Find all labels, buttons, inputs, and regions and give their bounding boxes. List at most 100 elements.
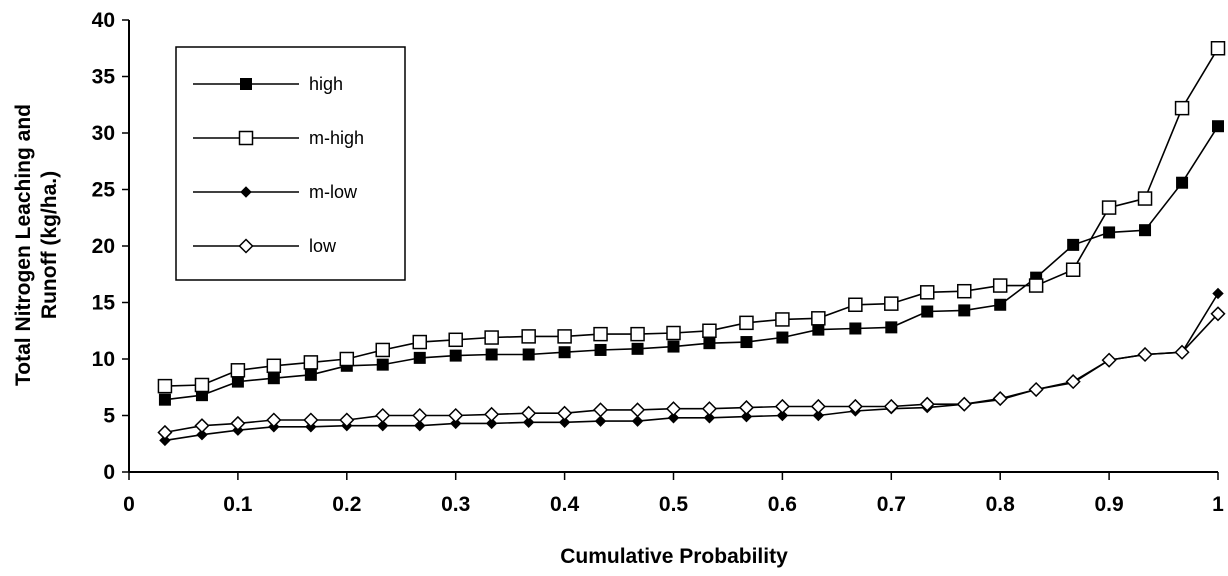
data-point-low [448, 407, 464, 424]
legend-marker [238, 238, 254, 254]
x-tick-label: 0.4 [550, 493, 580, 516]
data-point-m-high [448, 332, 463, 348]
data-point-m-high [666, 325, 681, 341]
series-m-low [159, 287, 1224, 447]
data-point-m-high [848, 297, 863, 313]
x-tick-label: 0.1 [223, 493, 253, 516]
data-point-high [376, 358, 389, 371]
data-point-high [413, 351, 426, 364]
data-point-high [958, 304, 971, 317]
data-point-m-high [957, 283, 972, 299]
data-point-m-high [557, 329, 572, 344]
data-point-m-low [703, 412, 716, 424]
data-point-m-high [1174, 100, 1190, 116]
legend-label: m-low [309, 182, 358, 202]
data-point-low [630, 402, 646, 418]
data-point-low [774, 398, 790, 415]
data-point-high [994, 298, 1007, 311]
data-point-high [631, 342, 644, 355]
x-tick-label: 0.2 [332, 493, 361, 516]
legend-marker [238, 130, 254, 146]
legend-label: m-high [309, 128, 364, 148]
data-point-high [1176, 176, 1189, 189]
data-point-m-high [775, 312, 790, 327]
data-point-high [522, 348, 535, 361]
data-point-high [740, 336, 753, 349]
data-point-m-high [630, 326, 645, 342]
data-point-high [703, 337, 716, 350]
data-point-m-high [919, 285, 935, 300]
data-point-m-low [740, 410, 753, 423]
data-point-m-low [449, 417, 462, 430]
data-point-high [558, 346, 571, 359]
data-point-high [594, 343, 607, 356]
data-point-low [194, 418, 210, 434]
data-point-high [449, 349, 462, 362]
data-point-m-high [1137, 191, 1153, 206]
series-line-m-low [164, 293, 1219, 442]
series-high [158, 120, 1224, 406]
axis-ticks: 0 5 10 15 20 25 30 35 40 0 0.1 0.2 0.3 0.4 0.5 0.6 0.7 0.… [92, 9, 1225, 516]
y-axis-title: Total Nitrogen Leaching and Runoff (kg/h… [12, 104, 61, 386]
y-tick-label: 30 [92, 122, 115, 145]
data-point-m-high [157, 378, 173, 394]
data-point-m-low [631, 415, 644, 427]
data-point-low [883, 398, 899, 415]
x-tick-label: 0.9 [1094, 493, 1123, 516]
data-point-m-low [377, 419, 389, 432]
data-point-high [158, 393, 171, 406]
data-point-m-high [375, 342, 390, 358]
data-point-m-low [196, 429, 208, 441]
data-point-low [1174, 344, 1190, 360]
data-point-m-high [303, 355, 319, 370]
data-point-high [485, 348, 498, 361]
data-point-low [738, 400, 755, 416]
data-point-m-high [811, 311, 826, 326]
data-point-low [303, 412, 319, 428]
y-tick-label: 10 [92, 348, 115, 371]
data-point-m-high [992, 278, 1008, 293]
data-point-low [847, 398, 863, 415]
data-point-high [267, 372, 280, 385]
legend-box [175, 46, 406, 281]
data-point-m-high [739, 315, 754, 331]
series-layer [157, 41, 1226, 447]
data-point-high [812, 323, 825, 336]
data-point-low [266, 412, 282, 428]
data-point-high [849, 322, 862, 335]
data-point-m-high [194, 377, 210, 393]
legend-item-low: low [193, 236, 337, 256]
legend-item-high: high [193, 74, 343, 94]
data-point-m-low [485, 417, 498, 430]
data-point-low [412, 407, 428, 424]
data-point-low [157, 424, 173, 441]
data-point-m-low [159, 434, 171, 447]
data-point-m-low [594, 415, 607, 427]
data-point-m-low [558, 416, 571, 428]
y-tick-label: 0 [103, 461, 115, 484]
x-tick-label: 1 [1212, 493, 1224, 516]
y-tick-label: 15 [92, 292, 116, 315]
data-point-m-high [266, 358, 282, 374]
y-tick-label: 25 [92, 179, 116, 202]
data-point-high [1139, 224, 1152, 237]
legend: high m-high m-low low [175, 46, 406, 281]
data-point-m-low [776, 409, 789, 422]
data-point-m-high [230, 363, 246, 378]
data-point-m-high [1210, 41, 1226, 56]
data-point-low [1137, 346, 1153, 363]
data-point-low [1101, 352, 1117, 368]
data-point-low [521, 405, 537, 421]
x-tick-label: 0 [123, 493, 135, 516]
data-point-m-high [702, 323, 717, 338]
data-point-m-high [1101, 200, 1117, 215]
x-axis-title: Cumulative Probability [560, 545, 788, 568]
data-point-low [1065, 374, 1081, 390]
x-tick-label: 0.8 [986, 493, 1016, 516]
legend-label: low [309, 236, 337, 256]
data-point-m-low [522, 416, 535, 428]
data-point-m-high [593, 326, 608, 342]
legend-item-m-low: m-low [193, 182, 358, 202]
data-point-high [1103, 226, 1116, 239]
y-axis-title-line-2: Runoff (kg/ha.) [38, 171, 61, 319]
